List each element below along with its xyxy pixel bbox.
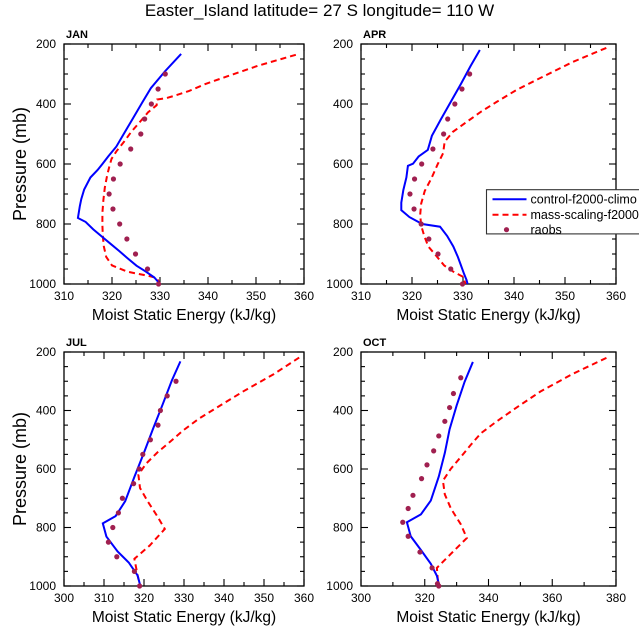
svg-text:1000: 1000 <box>29 579 56 593</box>
svg-text:200: 200 <box>333 37 353 51</box>
svg-text:1000: 1000 <box>326 277 353 291</box>
svg-text:Moist Static Energy (kJ/kg): Moist Static Energy (kJ/kg) <box>396 609 580 626</box>
svg-text:mass-scaling-f2000-c: mass-scaling-f2000-c <box>531 208 639 222</box>
svg-text:320: 320 <box>415 591 435 605</box>
svg-text:Pressure (mb): Pressure (mb) <box>10 412 30 526</box>
svg-text:300: 300 <box>54 591 74 605</box>
svg-text:300: 300 <box>351 591 371 605</box>
svg-text:800: 800 <box>36 217 56 231</box>
svg-text:JUL: JUL <box>66 337 87 349</box>
svg-text:Easter_Island latitude= 27 S: Easter_Island latitude= 27 S longitude= … <box>145 1 494 20</box>
svg-text:600: 600 <box>333 157 353 171</box>
svg-text:330: 330 <box>150 289 170 303</box>
svg-text:200: 200 <box>36 37 56 51</box>
svg-text:320: 320 <box>134 591 154 605</box>
svg-text:310: 310 <box>94 591 114 605</box>
svg-text:340: 340 <box>504 289 524 303</box>
svg-text:340: 340 <box>478 591 498 605</box>
svg-text:340: 340 <box>198 289 218 303</box>
svg-text:310: 310 <box>54 289 74 303</box>
svg-text:400: 400 <box>333 97 353 111</box>
svg-text:800: 800 <box>36 521 56 535</box>
svg-text:310: 310 <box>351 289 371 303</box>
svg-text:APR: APR <box>363 29 386 41</box>
svg-text:360: 360 <box>294 591 314 605</box>
svg-text:200: 200 <box>36 345 56 359</box>
svg-text:200: 200 <box>333 345 353 359</box>
svg-text:350: 350 <box>555 289 575 303</box>
svg-text:380: 380 <box>606 591 626 605</box>
svg-text:800: 800 <box>333 217 353 231</box>
svg-text:control-f2000-climo: control-f2000-climo <box>531 193 637 207</box>
svg-text:1000: 1000 <box>29 277 56 291</box>
svg-text:320: 320 <box>102 289 122 303</box>
svg-text:360: 360 <box>294 289 314 303</box>
svg-text:350: 350 <box>246 289 266 303</box>
svg-text:400: 400 <box>333 404 353 418</box>
svg-text:320: 320 <box>402 289 422 303</box>
svg-text:600: 600 <box>333 462 353 476</box>
svg-text:360: 360 <box>606 289 626 303</box>
svg-text:400: 400 <box>36 97 56 111</box>
svg-text:600: 600 <box>36 157 56 171</box>
svg-text:Pressure (mb): Pressure (mb) <box>10 107 30 221</box>
svg-text:Moist Static Energy (kJ/kg): Moist Static Energy (kJ/kg) <box>92 609 276 626</box>
svg-text:Moist Static Energy (kJ/kg): Moist Static Energy (kJ/kg) <box>92 307 276 324</box>
svg-text:800: 800 <box>333 521 353 535</box>
svg-text:600: 600 <box>36 462 56 476</box>
svg-text:330: 330 <box>453 289 473 303</box>
svg-text:330: 330 <box>174 591 194 605</box>
svg-text:1000: 1000 <box>326 579 353 593</box>
svg-text:Moist Static Energy (kJ/kg): Moist Static Energy (kJ/kg) <box>396 307 580 324</box>
svg-text:340: 340 <box>214 591 234 605</box>
svg-text:350: 350 <box>254 591 274 605</box>
svg-text:OCT: OCT <box>363 337 387 349</box>
svg-text:400: 400 <box>36 404 56 418</box>
svg-text:JAN: JAN <box>66 29 88 41</box>
svg-text:360: 360 <box>542 591 562 605</box>
svg-text:raobs: raobs <box>531 223 562 237</box>
